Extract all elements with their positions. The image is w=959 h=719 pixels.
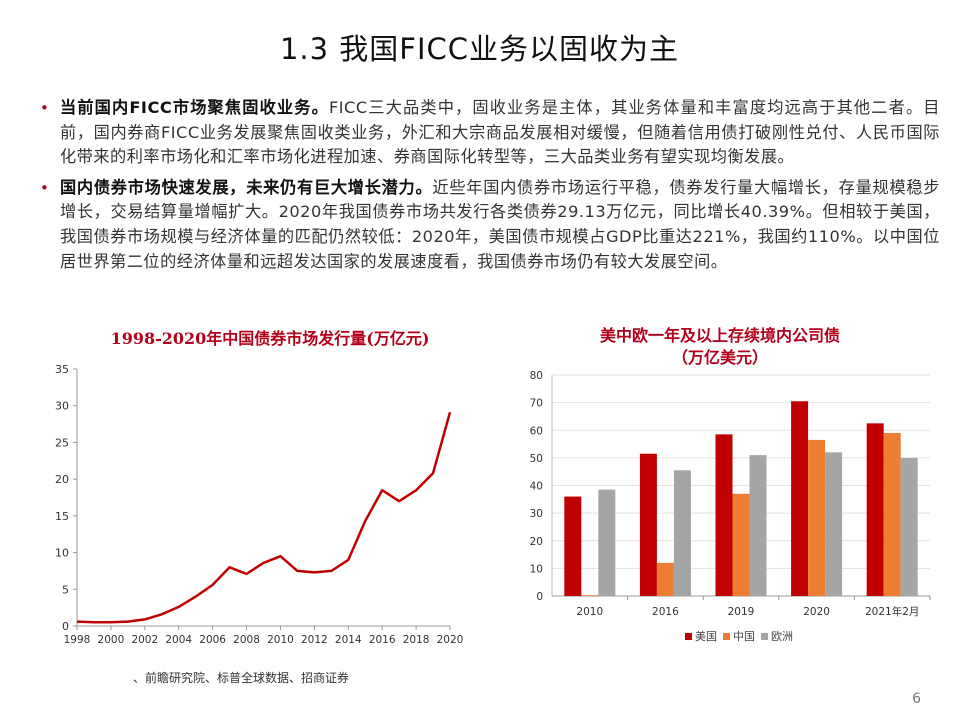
y-tick-label: 50: [530, 453, 543, 465]
x-tick-label: 2002: [131, 634, 158, 646]
x-tick-label: 2020: [437, 634, 464, 646]
bar-chart-title-line2: （万亿美元）: [671, 348, 768, 367]
y-tick-label: 40: [530, 481, 543, 493]
x-tick-label: 2016: [369, 634, 396, 646]
y-tick-label: 70: [530, 398, 543, 410]
bullet-text: 近些年国内债券市场运行平稳，债券发行量大幅增长，存量规模稳步增长，交易结算量增幅…: [60, 177, 941, 271]
x-tick-label: 2008: [233, 634, 260, 646]
page-title: 1.3 我国FICC业务以固收为主: [279, 32, 680, 66]
bar-美国: [791, 401, 809, 596]
legend-swatch: [685, 633, 692, 640]
legend-label: 中国: [733, 630, 755, 643]
x-tick-label: 2018: [403, 634, 430, 646]
y-tick-label: 80: [530, 370, 543, 382]
bullet-dot-icon: •: [40, 99, 50, 117]
bar-中国: [656, 562, 674, 596]
bar-中国: [883, 433, 901, 596]
line-chart-title: 1998-2020年中国债券市场发行量(万亿元): [110, 329, 430, 348]
x-tick-label: 2004: [165, 634, 192, 646]
y-tick-label: 10: [55, 547, 69, 560]
bar-中国: [732, 493, 750, 596]
x-tick-label: 2021年2月: [865, 605, 919, 618]
bar-中国: [581, 595, 599, 596]
issuance-line: [76, 411, 452, 624]
x-tick-label: 2012: [301, 634, 328, 646]
x-tick-label: 2006: [199, 634, 226, 646]
y-tick-label: 20: [55, 473, 69, 486]
bullet-text: FICC三大品类中，固收业务是主体，其业务体量和丰富度均远高于其他二者。目前，国…: [60, 98, 940, 167]
x-tick-label: 2016: [652, 606, 679, 618]
page-number: 6: [912, 691, 921, 707]
bar-美国: [715, 434, 733, 596]
bar-欧洲: [749, 455, 767, 596]
line-chart: 0 5 10 15 20 25 30 35 1998 2000 2002 2004 2006 2008 20…: [55, 363, 464, 646]
bar-美国: [866, 423, 884, 596]
y-tick-label: 30: [55, 400, 69, 413]
bar-美国: [639, 453, 657, 596]
y-tick-label: 0: [62, 620, 69, 633]
bullet-heading: 国内债券市场快速发展，未来仍有巨大增长潜力。: [60, 177, 433, 197]
bar-欧洲: [825, 452, 843, 596]
bullet-dot-icon: •: [40, 178, 50, 197]
y-tick-label: 60: [530, 425, 543, 437]
bar-中国: [808, 439, 826, 596]
bullet-item: • 国内债券市场快速发展，未来仍有巨大增长潜力。近些年国内债券市场运行平稳，债券…: [40, 176, 940, 274]
y-tick-label: 5: [62, 583, 69, 596]
legend-label: 欧洲: [771, 630, 793, 643]
legend-swatch: [723, 633, 730, 640]
y-tick-label: 35: [55, 363, 69, 376]
y-tick-label: 25: [55, 436, 69, 449]
y-tick-label: 0: [536, 591, 543, 603]
bar-chart-title: 美中欧一年及以上存续境内公司债 （万亿美元）: [510, 325, 930, 369]
source-note: 、前瞻研究院、标普全球数据、招商证券: [133, 671, 350, 685]
x-tick-label: 1998: [64, 634, 91, 646]
legend-label: 美国: [695, 630, 717, 643]
x-tick-label: 2010: [267, 634, 294, 646]
bar-欧洲: [673, 470, 691, 596]
y-tick-label: 15: [55, 510, 69, 523]
legend-swatch: [761, 633, 768, 640]
x-tick-label: 2020: [803, 606, 830, 618]
bar-美国: [564, 496, 582, 596]
x-tick-label: 2010: [576, 606, 603, 618]
bar-chart-title-line1: 美中欧一年及以上存续境内公司债: [599, 326, 840, 345]
x-tick-label: 2000: [98, 634, 125, 646]
y-tick-label: 30: [530, 508, 543, 520]
bar-欧洲: [598, 489, 616, 596]
y-tick-label: 20: [530, 536, 543, 548]
x-tick-label: 2019: [728, 606, 755, 618]
bullet-list: • 当前国内FICC市场聚焦固收业务。FICC三大品类中，固收业务是主体，其业务…: [40, 96, 940, 280]
bar-chart: 0 10 20 30 40 50 60 70 80 2010 2016 2019 2020 2021年2月…: [530, 370, 931, 643]
y-tick-label: 10: [530, 563, 543, 575]
bar-欧洲: [900, 457, 918, 596]
x-tick-label: 2014: [335, 634, 362, 646]
bullet-item: • 当前国内FICC市场聚焦固收业务。FICC三大品类中，固收业务是主体，其业务…: [40, 96, 940, 170]
bullet-heading: 当前国内FICC市场聚焦固收业务。: [60, 98, 329, 117]
